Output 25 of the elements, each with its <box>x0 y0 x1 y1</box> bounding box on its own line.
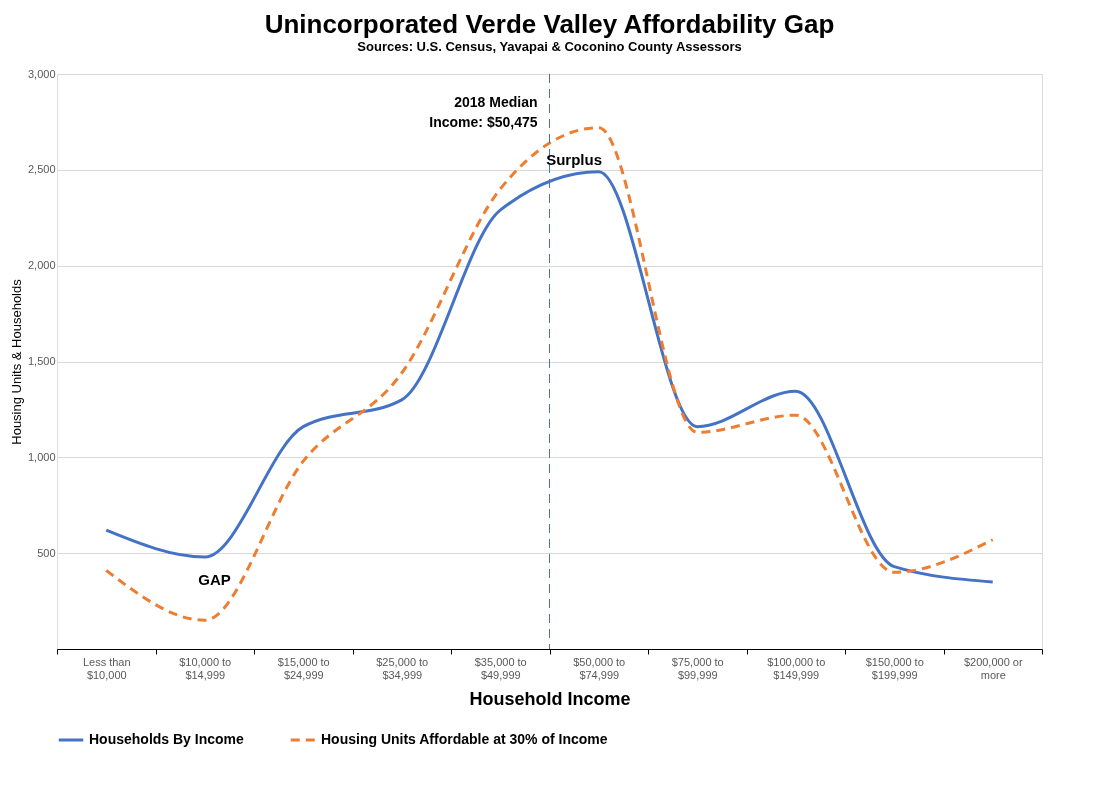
ref-line-label: 2018 Median Income: $50,475 <box>429 94 538 130</box>
x-tick-label: $50,000 to $74,999 <box>573 655 626 681</box>
x-axis-title: Household Income <box>469 688 631 709</box>
y-tick-label: 3,000 <box>27 67 56 80</box>
y-tick-label: 2,500 <box>27 163 56 176</box>
legend-label: Housing Units Affordable at 30% of Income <box>321 731 608 747</box>
x-tick-label: $200,000 or more <box>963 655 1023 681</box>
x-tick-label: $100,000 to $149,999 <box>767 655 826 681</box>
y-tick-label: 1,500 <box>27 355 56 367</box>
y-tick-label: 1,000 <box>27 450 56 463</box>
y-tick-label: 2,000 <box>27 259 56 272</box>
legend-label: Households By Income <box>89 731 245 747</box>
x-tick-label: $15,000 to $24,999 <box>277 655 330 681</box>
x-tick-label: $150,000 to $199,999 <box>865 655 924 681</box>
x-tick-label: $35,000 to $49,999 <box>474 655 527 681</box>
annotation: Surplus <box>546 151 603 169</box>
x-tick-label: $75,000 to $99,999 <box>671 655 724 681</box>
x-tick-label: Less than $10,000 <box>82 655 131 681</box>
x-tick-label: $25,000 to $34,999 <box>376 655 429 681</box>
chart-title: Unincorporated Verde Valley Affordability Gap <box>264 9 835 39</box>
chart-subtitle: Sources: U.S. Census, Yavapai & Coconino County Assessors <box>357 39 742 54</box>
annotation: GAP <box>198 571 231 588</box>
y-tick-label: 500 <box>37 546 56 559</box>
x-tick-label: $10,000 to $14,999 <box>179 655 232 681</box>
y-axis-title: Housing Units & Households <box>8 278 24 445</box>
